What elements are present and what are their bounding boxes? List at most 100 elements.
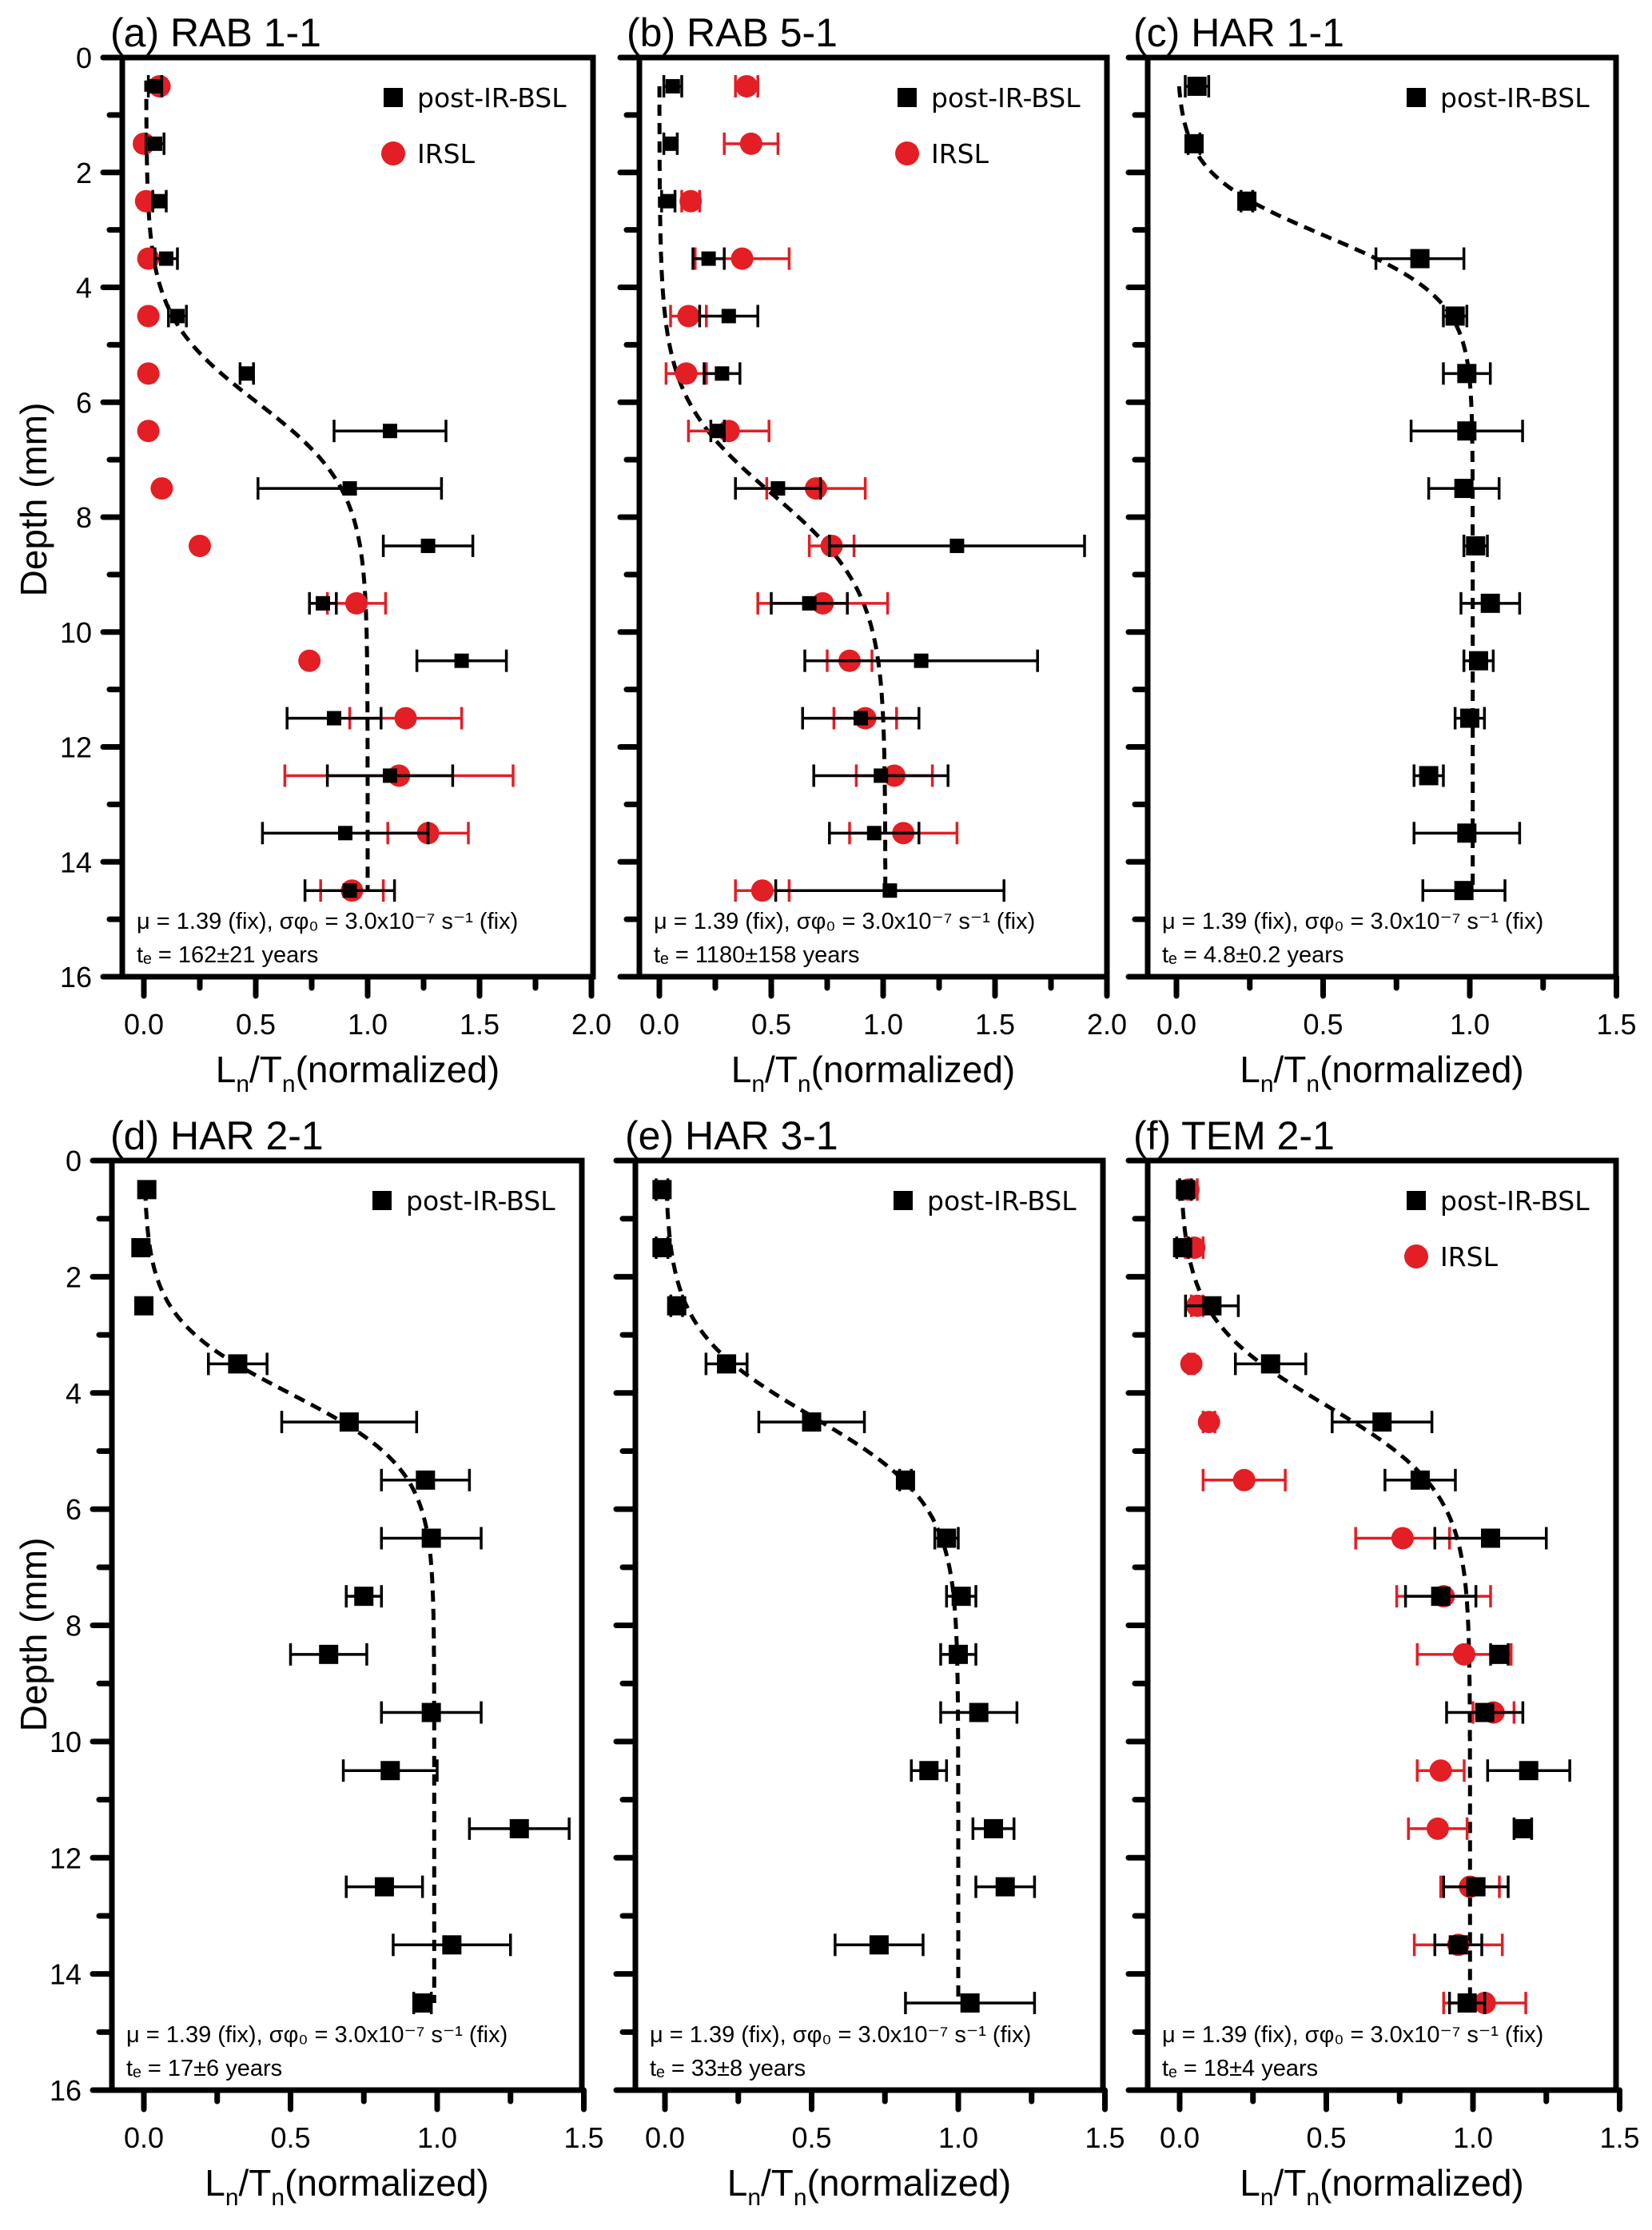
post-ir-bsl-point bbox=[854, 711, 868, 726]
post-ir-bsl-point bbox=[327, 711, 341, 726]
exposure-age: tₑ = 4.8±0.2 years bbox=[1162, 942, 1343, 968]
post-ir-bsl-point bbox=[1457, 1993, 1477, 2013]
y-tick-label: 2 bbox=[66, 1260, 82, 1293]
post-ir-bsl-point bbox=[1172, 1238, 1192, 1258]
post-ir-bsl-point bbox=[995, 1877, 1015, 1897]
post-ir-bsl-point bbox=[663, 136, 678, 151]
irsl-point bbox=[298, 649, 321, 672]
x-axis-label-part: n bbox=[1260, 2184, 1274, 2211]
x-tick-label: 0.0 bbox=[1160, 2121, 1200, 2154]
x-axis-label-part: /T bbox=[761, 2162, 794, 2204]
irsl-point bbox=[1232, 1468, 1256, 1491]
x-tick-label: 0.0 bbox=[645, 2121, 685, 2154]
post-ir-bsl-point bbox=[874, 768, 889, 783]
fit-parameters: μ = 1.39 (fix), σφ₀ = 3.0x10⁻⁷ s⁻¹ (fix) bbox=[137, 909, 518, 934]
post-ir-bsl-point bbox=[701, 251, 716, 266]
post-ir-bsl-point bbox=[1184, 133, 1204, 153]
fit-parameters: μ = 1.39 (fix), σφ₀ = 3.0x10⁻⁷ s⁻¹ (fix) bbox=[1162, 909, 1543, 934]
irsl-point bbox=[735, 74, 758, 98]
post-ir-bsl-point bbox=[1480, 593, 1500, 613]
y-tick-label: 16 bbox=[50, 2074, 82, 2107]
post-ir-bsl-point bbox=[1410, 249, 1430, 269]
irsl-point bbox=[750, 879, 774, 902]
legend-marker-irsl bbox=[381, 141, 405, 165]
post-ir-bsl-point bbox=[380, 1761, 400, 1781]
post-ir-bsl-point bbox=[228, 1354, 248, 1374]
post-ir-bsl-point bbox=[710, 424, 725, 439]
post-ir-bsl-point bbox=[1466, 1877, 1486, 1897]
irsl-point bbox=[137, 305, 160, 328]
irsl-point bbox=[1180, 1352, 1203, 1376]
y-tick-label: 8 bbox=[66, 1610, 82, 1643]
post-ir-bsl-point bbox=[869, 1935, 889, 1955]
y-tick-label: 4 bbox=[76, 272, 92, 305]
x-tick-label: 2.0 bbox=[1087, 1008, 1127, 1041]
post-ir-bsl-point bbox=[1457, 421, 1477, 441]
post-ir-bsl-point bbox=[354, 1587, 374, 1607]
irsl-point bbox=[345, 591, 368, 615]
panel-a: (a) RAB 1-1 0 2 4 6 8 10 12 14 16 0.0 0.5 1.0 1.5 2.0 L… bbox=[60, 10, 611, 1097]
y-tick-label: 6 bbox=[76, 386, 92, 419]
x-axis-label: Ln/Tn(normalized) bbox=[1240, 2162, 1524, 2211]
post-ir-bsl-point bbox=[421, 1528, 441, 1548]
irsl-point bbox=[679, 189, 703, 213]
x-axis-label-part: n bbox=[271, 2184, 285, 2211]
post-ir-bsl-point bbox=[1410, 1470, 1430, 1490]
post-ir-bsl-point bbox=[383, 768, 397, 783]
x-tick-label: 0.0 bbox=[639, 1008, 679, 1041]
post-ir-bsl-point bbox=[652, 1238, 672, 1258]
post-ir-bsl-point bbox=[1419, 766, 1439, 786]
x-axis-label-part: L bbox=[727, 2162, 748, 2204]
x-axis-label-part: L bbox=[731, 1049, 752, 1090]
post-ir-bsl-point bbox=[1519, 1761, 1539, 1781]
y-tick-label: 6 bbox=[66, 1493, 82, 1526]
y-tick-label: 0 bbox=[66, 1145, 82, 1177]
exposure-age: tₑ = 18±4 years bbox=[1162, 2056, 1318, 2081]
x-axis-label-part: (normalized) bbox=[1320, 2162, 1524, 2204]
x-tick-label: 1.0 bbox=[1450, 1008, 1490, 1041]
post-ir-bsl-point bbox=[665, 78, 680, 94]
y-tick-label: 8 bbox=[76, 501, 92, 534]
exposure-age: tₑ = 1180±158 years bbox=[654, 942, 860, 968]
post-ir-bsl-point bbox=[1454, 479, 1474, 499]
post-ir-bsl-point bbox=[949, 538, 965, 553]
legend-label: post-IR-BSL bbox=[1440, 82, 1590, 113]
legend-marker-post-ir-bsl bbox=[894, 1191, 913, 1210]
post-ir-bsl-point bbox=[1445, 306, 1465, 326]
panel-title: (e) HAR 3-1 bbox=[625, 1113, 838, 1158]
irsl-point bbox=[1391, 1527, 1414, 1550]
post-ir-bsl-point bbox=[717, 1354, 737, 1374]
post-ir-bsl-point bbox=[1460, 708, 1479, 728]
panel-title: (c) HAR 1-1 bbox=[1133, 10, 1344, 55]
legend-label: IRSL bbox=[417, 138, 476, 169]
x-tick-label: 1.5 bbox=[563, 2121, 603, 2154]
post-ir-bsl-point bbox=[866, 826, 882, 841]
post-ir-bsl-point bbox=[1513, 1818, 1533, 1838]
irsl-point bbox=[1426, 1817, 1449, 1840]
legend-label: post-IR-BSL bbox=[406, 1185, 555, 1217]
y-tick-label: 10 bbox=[60, 616, 92, 649]
panel-title: (a) RAB 1-1 bbox=[110, 10, 321, 55]
post-ir-bsl-point bbox=[949, 1644, 968, 1664]
x-axis-label: Ln/Tn(normalized) bbox=[727, 2162, 1012, 2211]
post-ir-bsl-point bbox=[882, 883, 898, 898]
post-ir-bsl-point bbox=[1260, 1354, 1280, 1374]
post-ir-bsl-point bbox=[412, 1993, 432, 2013]
post-ir-bsl-point bbox=[383, 424, 397, 439]
x-tick-label: 1.5 bbox=[460, 1008, 500, 1041]
irsl-point bbox=[675, 362, 698, 385]
fit-curve bbox=[657, 86, 888, 891]
legend-label: post-IR-BSL bbox=[931, 82, 1081, 113]
x-axis-label-part: /T bbox=[765, 1049, 798, 1090]
x-tick-label: 0.0 bbox=[124, 2121, 164, 2154]
post-ir-bsl-point bbox=[170, 309, 185, 324]
fit-parameters: μ = 1.39 (fix), σφ₀ = 3.0x10⁻⁷ s⁻¹ (fix) bbox=[654, 909, 1035, 934]
post-ir-bsl-point bbox=[1237, 191, 1257, 211]
post-ir-bsl-point bbox=[960, 1993, 980, 2013]
post-ir-bsl-point bbox=[148, 136, 162, 151]
post-ir-bsl-point bbox=[131, 1238, 151, 1258]
panel-e: (e) HAR 3-10.0 0.5 1.0 1.5Ln/Tn(normalized)… bbox=[613, 1113, 1125, 2211]
panel-c: (c) HAR 1-10.0 0.5 1.0 1.5Ln/Tn(normalized)… bbox=[1125, 10, 1637, 1097]
post-ir-bsl-point bbox=[1176, 1180, 1196, 1200]
